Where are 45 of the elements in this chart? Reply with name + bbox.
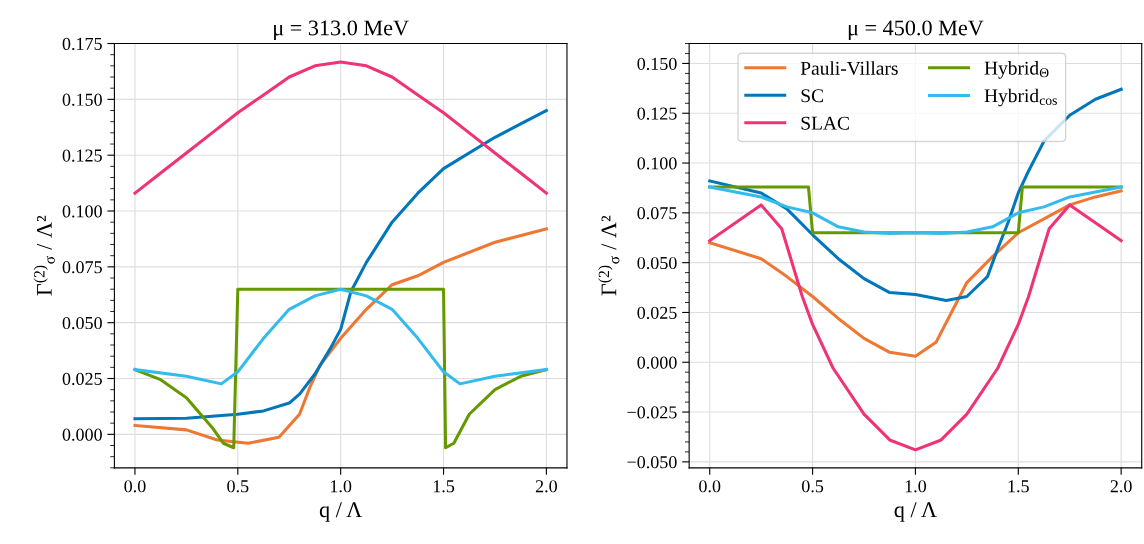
y-tick-label: 0.000 — [637, 356, 677, 369]
legend-label: SC — [801, 89, 823, 103]
line-series — [133, 60, 548, 195]
x-axis-title: q / Λ — [319, 502, 363, 522]
line-series — [133, 108, 548, 421]
x-tick-label: 0.5 — [227, 480, 249, 493]
y-tick-label: 0.025 — [637, 306, 677, 319]
legend-label: Pauli-Villars — [800, 61, 898, 75]
x-tick-label: 0.5 — [801, 480, 824, 493]
x-tick-label: 1.0 — [905, 480, 927, 493]
y-tick-label: 0.150 — [637, 57, 677, 70]
y-tick-label: 0.125 — [637, 107, 677, 120]
legend-label: Hybrid$_{cos}$ — [984, 88, 1057, 107]
y-tick-label: 0.175 — [62, 37, 102, 51]
x-axis-title: q / Λ — [894, 502, 937, 522]
y-axis-title: Γ$^{(2)}$$_{σ}$ / Λ² — [598, 215, 620, 296]
x-tick-label: 2.0 — [1110, 480, 1132, 493]
y-axis-title: Γ$^{(2)}$$_{σ}$ / Λ² — [33, 215, 55, 296]
line-series — [708, 189, 1123, 358]
legend-label: Hybrid$_{Θ}$ — [984, 61, 1049, 79]
line-series — [708, 203, 1123, 452]
y-tick-label: −0.050 — [627, 456, 677, 469]
legend-label: SLAC — [801, 116, 849, 130]
x-tick-label: 1.5 — [1008, 480, 1029, 493]
y-tick-label: 0.150 — [62, 93, 102, 106]
chart-title: μ = 450.0 MeV — [848, 20, 984, 40]
line-series — [133, 287, 548, 450]
y-tick-label: 0.100 — [637, 157, 677, 170]
line-series — [133, 287, 548, 386]
y-tick-label: 0.125 — [62, 149, 102, 162]
x-tick-label: 1.0 — [330, 480, 352, 493]
x-tick-label: 0.0 — [124, 480, 146, 493]
line-series — [133, 227, 548, 445]
x-tick-label: 1.5 — [433, 480, 455, 493]
y-tick-label: 0.075 — [62, 261, 102, 274]
y-tick-label: 0.025 — [62, 372, 102, 386]
y-tick-label: 0.075 — [637, 207, 677, 220]
y-tick-label: 0.100 — [62, 205, 102, 218]
y-tick-label: 0.000 — [62, 428, 102, 441]
x-tick-label: 2.0 — [535, 480, 557, 493]
y-tick-label: 0.050 — [637, 256, 677, 270]
y-tick-label: 0.050 — [62, 316, 102, 330]
chart-title: μ = 313.0 MeV — [274, 20, 409, 40]
y-tick-label: −0.025 — [627, 406, 677, 419]
x-tick-label: 0.0 — [699, 480, 721, 493]
